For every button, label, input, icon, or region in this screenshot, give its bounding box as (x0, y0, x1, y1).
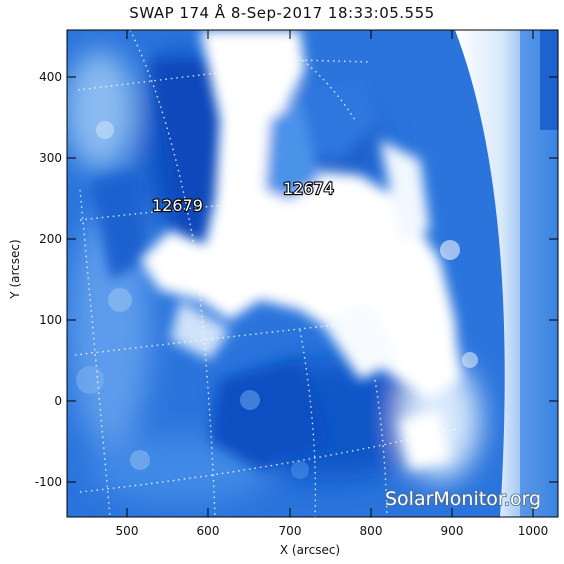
active-region-label: 12679 (152, 196, 203, 215)
y-axis-ticks (67, 76, 558, 483)
x-tick-label: 700 (279, 524, 302, 538)
x-tick-label: 800 (360, 524, 383, 538)
image-title: SWAP 174 Å 8-Sep-2017 18:33:05.555 (129, 4, 435, 22)
y-tick-label: 100 (39, 313, 62, 327)
x-tick-label: 900 (441, 524, 464, 538)
watermark: SolarMonitor.org (385, 488, 541, 510)
x-axis-ticks (126, 30, 534, 517)
x-tick-label: 1000 (518, 524, 549, 538)
y-tick-label: -100 (35, 475, 62, 489)
heliographic-grid (74, 30, 461, 517)
active-region-label: 12674 (283, 179, 334, 198)
plot-frame (66, 29, 559, 518)
x-tick-label: 600 (197, 524, 220, 538)
x-axis-label: X (arcsec) (279, 543, 341, 557)
y-tick-label: 400 (39, 70, 62, 84)
y-tick-label: 0 (54, 394, 62, 408)
y-tick-label: 200 (39, 232, 62, 246)
x-tick-label: 500 (116, 524, 139, 538)
solar-disk-image: 12679 12674 SolarMonitor.org (67, 30, 558, 517)
y-tick-label: 300 (39, 151, 62, 165)
